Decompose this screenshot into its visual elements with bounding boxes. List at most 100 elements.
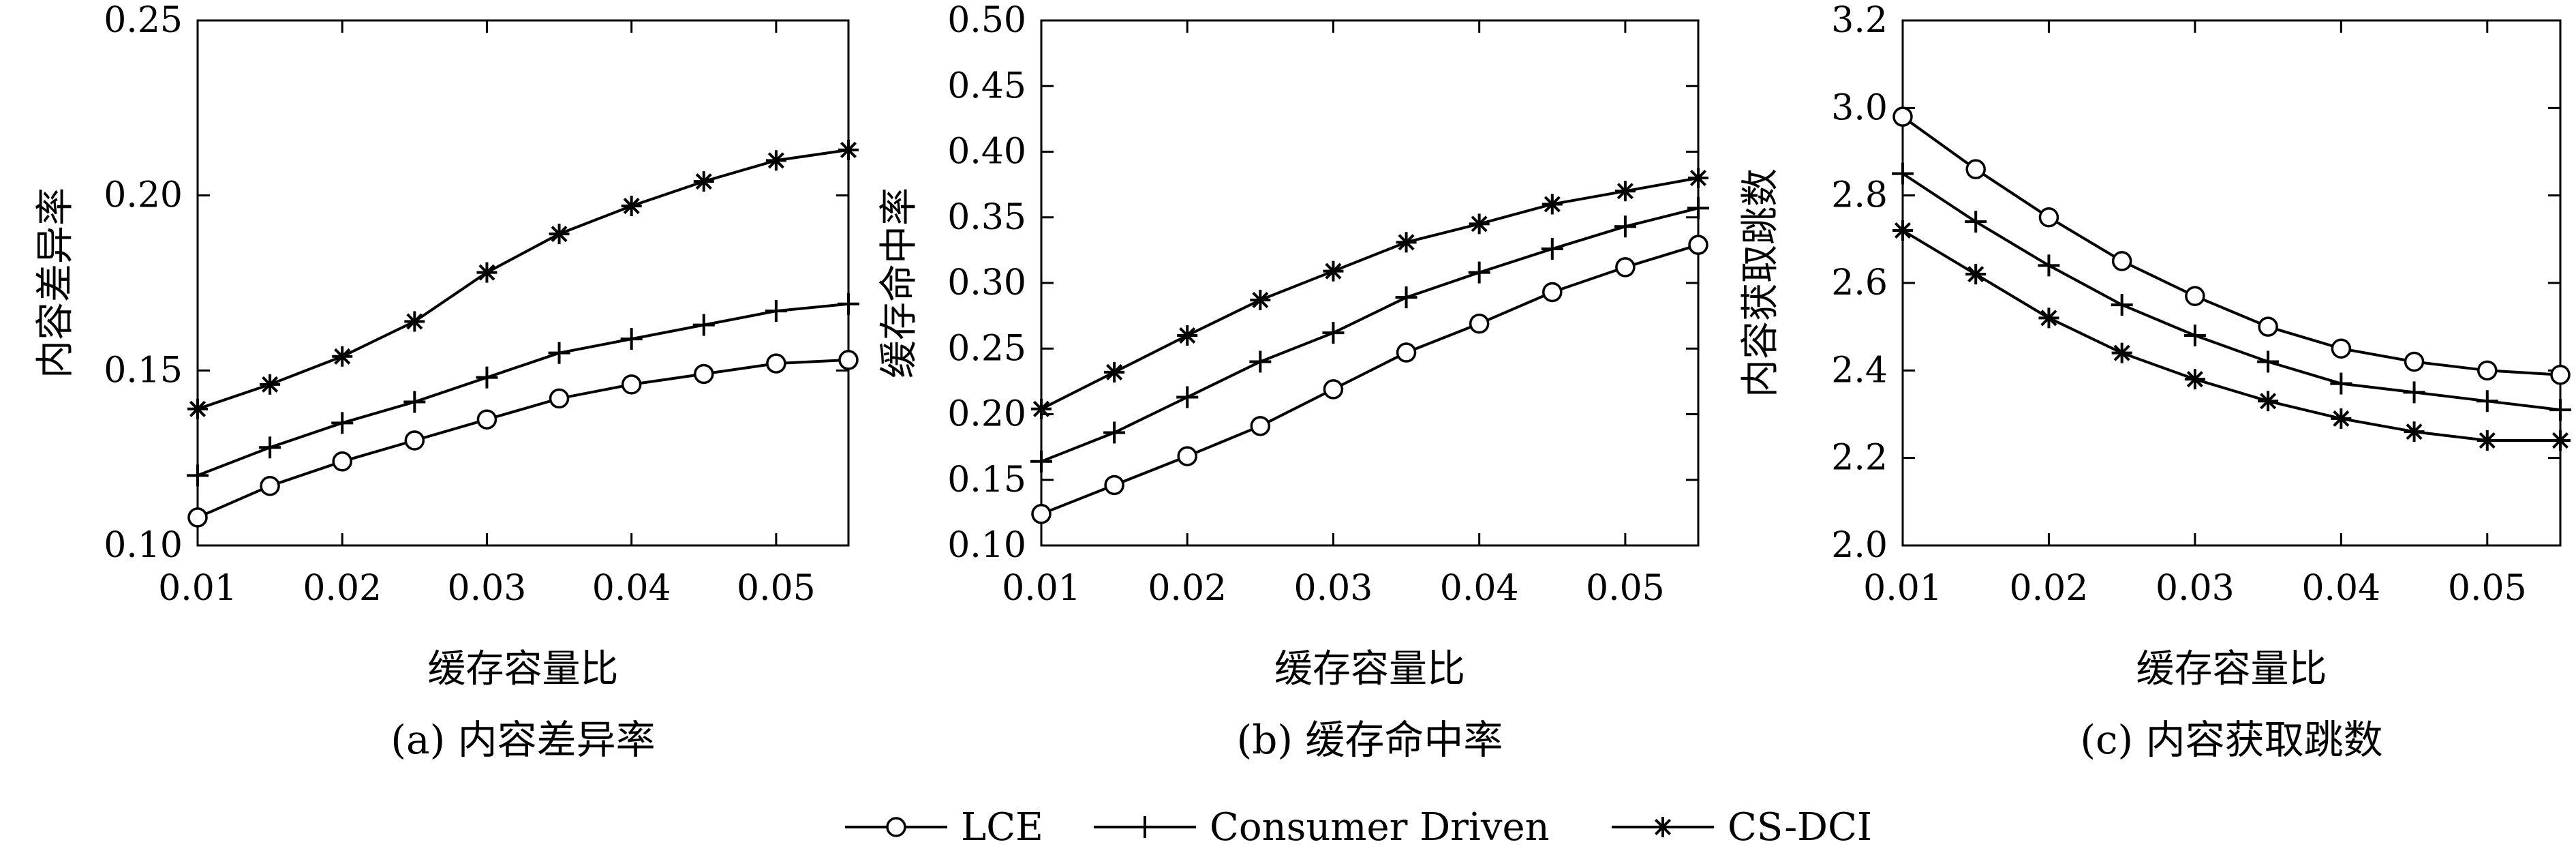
data-point (765, 150, 786, 171)
data-point (2185, 286, 2205, 306)
y-axis-title: 内容差异率 (33, 188, 78, 378)
x-tick-label: 0.01 (1863, 568, 1942, 609)
data-point (693, 171, 714, 192)
data-point (2549, 399, 2571, 421)
data-point (2258, 316, 2278, 337)
data-point (1468, 261, 1490, 284)
panel-caption: (c) 内容获取跳数 (2080, 717, 2382, 763)
y-tick-label: 0.20 (104, 175, 183, 216)
x-tick-label: 0.03 (1294, 568, 1373, 609)
data-point (476, 366, 498, 389)
data-point (2404, 351, 2425, 372)
data-point (838, 139, 859, 160)
legend-label: CS-DCI (1728, 805, 1872, 850)
data-point (1892, 220, 1913, 241)
data-point (694, 363, 714, 385)
y-tick-label: 0.15 (104, 350, 183, 391)
data-point (1103, 421, 1126, 444)
data-point (1469, 213, 1490, 235)
series-line (1901, 115, 2561, 376)
legend: LCE Consumer Driven CS-DCI (845, 805, 1872, 850)
data-point (1176, 386, 1199, 408)
data-point (620, 328, 643, 350)
x-tick-label: 0.02 (303, 568, 382, 609)
data-point (1469, 313, 1490, 334)
data-point (1614, 215, 1636, 238)
series-circle (187, 350, 859, 528)
data-point (1177, 325, 1198, 346)
series-plus (1030, 197, 1709, 472)
data-point (260, 374, 281, 395)
series-circle (1892, 106, 2571, 385)
data-point (2184, 369, 2205, 390)
plot-frame (1901, 19, 2562, 547)
data-point (2111, 294, 2133, 316)
series-line (197, 358, 849, 519)
legend-marker (1134, 816, 1156, 838)
y-tick-label: 0.25 (104, 0, 183, 41)
data-point (2404, 421, 2425, 442)
y-tick-label: 0.10 (947, 525, 1026, 566)
y-tick-label: 3.0 (1831, 87, 1888, 128)
data-point (838, 292, 859, 315)
series-asterisk (1031, 168, 1708, 419)
data-point (1965, 264, 1987, 285)
series-line (197, 148, 849, 410)
data-point (1249, 350, 1272, 373)
chart-panel-1: 0.10 0.15 0.20 0.25 0.01 0.02 0.03 0.04 0.05 缓存容量… (33, 0, 859, 763)
data-point (1396, 342, 1417, 363)
data-point (259, 436, 281, 459)
data-point (2111, 251, 2132, 271)
data-point (2111, 342, 2132, 363)
y-tick-label: 0.50 (947, 0, 1026, 41)
x-axis-title: 缓存容量比 (1274, 647, 1465, 691)
data-point (403, 391, 426, 413)
y-tick-label: 2.4 (1831, 350, 1888, 391)
data-point (1250, 290, 1271, 311)
plot-frame (1040, 19, 1700, 547)
series-line (1901, 229, 2560, 442)
plot-frame (196, 19, 850, 547)
data-point (187, 507, 208, 528)
x-tick-label: 0.01 (1002, 568, 1081, 609)
data-point (1395, 286, 1417, 309)
data-point (404, 311, 425, 332)
data-point (2330, 372, 2352, 395)
series-line (1041, 207, 1699, 463)
x-tick-label: 0.05 (1586, 568, 1665, 609)
data-point (2331, 408, 2352, 429)
data-point (621, 374, 642, 395)
data-point (1030, 450, 1052, 472)
x-tick-label: 0.02 (2010, 568, 2089, 609)
data-point (1104, 361, 1125, 382)
data-point (332, 451, 352, 472)
y-tick-label: 0.35 (947, 197, 1026, 238)
data-point (476, 262, 497, 283)
data-point (549, 388, 570, 409)
data-point (2476, 390, 2498, 412)
data-point (1687, 197, 1709, 220)
x-tick-label: 0.05 (737, 568, 816, 609)
x-axis-title: 缓存容量比 (2136, 647, 2327, 691)
data-point (621, 196, 642, 217)
y-tick-label: 0.10 (104, 525, 183, 566)
legend-label: Consumer Driven (1210, 805, 1550, 850)
y-tick-label: 3.2 (1831, 0, 1888, 41)
data-point (548, 342, 570, 364)
data-point (1177, 446, 1197, 466)
data-point (1892, 106, 1913, 127)
data-point (1614, 181, 1636, 202)
data-point (2257, 350, 2280, 373)
data-point (2038, 207, 2059, 228)
data-point (2550, 430, 2571, 451)
data-point (766, 353, 786, 374)
y-tick-label: 0.25 (947, 328, 1026, 369)
x-tick-label: 0.04 (1440, 568, 1519, 609)
data-point (332, 346, 353, 367)
legend-entry-asterisk: CS-DCI (1612, 805, 1872, 850)
data-point (1104, 475, 1124, 496)
data-point (1965, 211, 1987, 233)
data-point (1542, 282, 1563, 303)
data-point (1031, 398, 1052, 419)
